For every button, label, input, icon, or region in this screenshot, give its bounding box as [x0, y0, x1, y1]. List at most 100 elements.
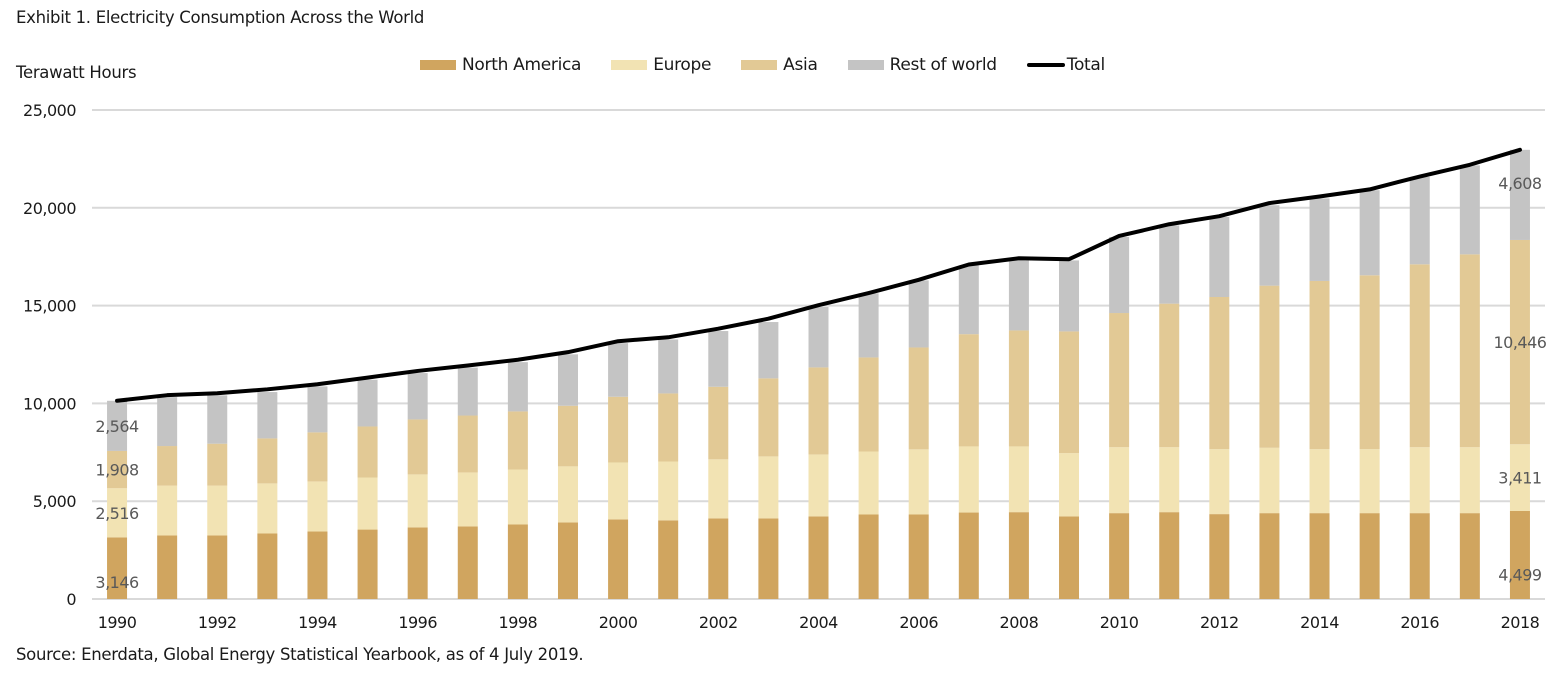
- bar-europe: [507, 469, 528, 525]
- bar-rest-of-world: [357, 379, 378, 427]
- y-tick-label: 15,000: [23, 297, 76, 316]
- bar-asia: [1259, 285, 1280, 448]
- bar-north-america: [758, 518, 779, 599]
- bar-asia: [1008, 330, 1029, 447]
- bar-north-america: [958, 512, 979, 599]
- bar-europe: [1008, 446, 1029, 513]
- bar-europe: [758, 456, 779, 519]
- legend-line-total: [1026, 63, 1065, 67]
- bar-rest-of-world: [257, 392, 278, 439]
- bar-europe: [557, 466, 578, 523]
- bar-europe: [808, 454, 829, 517]
- data-label: 3,146: [95, 573, 139, 592]
- bar-north-america: [1359, 513, 1380, 599]
- data-label: 4,608: [1498, 174, 1542, 193]
- x-tick-label: 2004: [799, 613, 838, 632]
- bar-north-america: [1259, 513, 1280, 599]
- bar-north-america: [207, 535, 228, 599]
- bar-asia: [257, 438, 278, 484]
- y-tick-label: 25,000: [23, 101, 76, 120]
- bar-rest-of-world: [307, 386, 328, 433]
- bar-rest-of-world: [808, 306, 829, 368]
- x-tick-label: 2016: [1400, 613, 1439, 632]
- bar-asia: [808, 367, 829, 455]
- x-tick-label: 2010: [1100, 613, 1139, 632]
- bar-asia: [1409, 264, 1430, 448]
- bar-europe: [958, 446, 979, 513]
- bar-rest-of-world: [207, 395, 228, 444]
- bar-north-america: [808, 516, 829, 599]
- legend-label: Asia: [783, 55, 818, 75]
- legend-item-total: Total: [1026, 55, 1106, 75]
- bar-rest-of-world: [457, 367, 478, 416]
- bar-rest-of-world: [758, 322, 779, 379]
- bar-europe: [1509, 444, 1530, 511]
- bar-asia: [407, 419, 428, 475]
- bar-rest-of-world: [157, 397, 178, 447]
- legend: North America Europe Asia Rest of world …: [420, 55, 1135, 75]
- bar-asia: [758, 378, 779, 457]
- bar-rest-of-world: [557, 354, 578, 406]
- bar-rest-of-world: [1409, 176, 1430, 265]
- x-tick-label: 2006: [899, 613, 938, 632]
- bar-asia: [1359, 275, 1380, 450]
- bar-asia: [107, 450, 128, 489]
- legend-item-europe: Europe: [611, 55, 711, 75]
- bar-north-america: [658, 520, 679, 599]
- bar-asia: [1059, 331, 1080, 454]
- bar-rest-of-world: [958, 265, 979, 335]
- bar-north-america: [1008, 512, 1029, 599]
- bar-rest-of-world: [1209, 216, 1230, 297]
- data-label: 2,516: [95, 504, 139, 523]
- bar-asia: [557, 405, 578, 467]
- bar-north-america: [157, 535, 178, 599]
- bar-rest-of-world: [1059, 260, 1080, 332]
- bar-asia: [908, 347, 929, 450]
- y-tick-label: 5,000: [33, 492, 77, 511]
- bar-europe: [858, 451, 879, 515]
- bar-europe: [1209, 449, 1230, 515]
- bar-rest-of-world: [1008, 260, 1029, 331]
- bar-asia: [658, 393, 679, 462]
- x-axis-ticks: 1990 1992 1994 1996 1998 2000 2002 2004 2006 2008…: [98, 613, 1540, 632]
- bar-europe: [307, 481, 328, 532]
- bar-asia: [858, 357, 879, 452]
- bar-europe: [1159, 447, 1180, 513]
- bar-north-america: [908, 514, 929, 599]
- bar-north-america: [457, 526, 478, 599]
- bar-rest-of-world: [1309, 198, 1330, 281]
- bar-europe: [107, 488, 128, 538]
- bar-north-america: [407, 527, 428, 599]
- y-tick-label: 0: [66, 590, 76, 609]
- data-label: 4,499: [1498, 565, 1542, 584]
- bar-europe: [207, 485, 228, 536]
- bar-north-america: [608, 519, 629, 599]
- bar-north-america: [1109, 513, 1130, 599]
- bar-europe: [658, 461, 679, 521]
- x-tick-label: 2012: [1200, 613, 1239, 632]
- bar-europe: [457, 472, 478, 527]
- bar-north-america: [357, 529, 378, 599]
- bar-asia: [1209, 296, 1230, 450]
- bar-asia: [307, 432, 328, 482]
- x-tick-label: 2014: [1300, 613, 1339, 632]
- bar-rest-of-world: [407, 373, 428, 420]
- y-tick-label: 10,000: [23, 394, 76, 413]
- bar-asia: [1459, 254, 1480, 448]
- legend-label: Total: [1066, 55, 1106, 75]
- bar-north-america: [1159, 512, 1180, 599]
- bar-rest-of-world: [708, 331, 729, 387]
- bar-asia: [1509, 239, 1530, 445]
- x-tick-label: 1996: [398, 613, 437, 632]
- bar-north-america: [858, 514, 879, 599]
- x-tick-label: 1990: [98, 613, 137, 632]
- data-label: 3,411: [1498, 469, 1541, 488]
- bar-europe: [407, 474, 428, 528]
- bar-rest-of-world: [1509, 149, 1530, 240]
- bar-north-america: [708, 518, 729, 599]
- bar-rest-of-world: [1109, 236, 1130, 314]
- bar-asia: [457, 415, 478, 473]
- bar-europe: [1309, 449, 1330, 514]
- legend-swatch-asia: [741, 60, 778, 70]
